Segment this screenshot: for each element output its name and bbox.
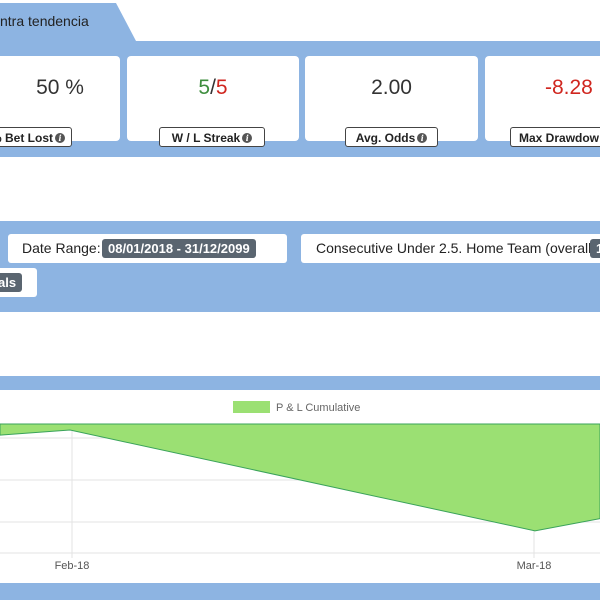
chart-panel-band: P & L Cumulative Feb-18 Mar-18 bbox=[0, 376, 600, 600]
loss-streak: 5 bbox=[215, 76, 228, 99]
stat-card-max-drawdown: -8.28 Max Drawdow bbox=[485, 56, 600, 147]
third-filter-chip: als bbox=[0, 273, 23, 292]
bet-lost-label: % Bet Lost bbox=[0, 131, 54, 145]
streak-separator: / bbox=[210, 76, 216, 99]
max-drawdown-badge[interactable]: Max Drawdow bbox=[510, 127, 600, 147]
consecutive-label: Consecutive Under 2.5. Home Team (overal… bbox=[316, 240, 600, 256]
wl-streak-badge[interactable]: W / L Streak i bbox=[159, 127, 265, 147]
wl-streak-value: 5/5 bbox=[127, 76, 299, 100]
pl-cumulative-area bbox=[0, 423, 600, 532]
info-circle-icon[interactable]: i bbox=[242, 133, 253, 143]
info-circle-icon[interactable]: i bbox=[55, 133, 66, 143]
stat-card-wl-streak: 5/5 W / L Streak i bbox=[127, 56, 299, 147]
win-streak: 5 bbox=[198, 76, 211, 99]
info-circle-icon[interactable]: i bbox=[417, 133, 428, 143]
legend-swatch bbox=[233, 401, 270, 413]
consecutive-chip: 1 bbox=[590, 239, 600, 258]
wl-streak-label: W / L Streak bbox=[171, 131, 241, 145]
stat-card-avg-odds: 2.00 Avg. Odds i bbox=[305, 56, 478, 147]
filters-panel: Date Range: 08/01/2018 - 31/12/2099 Cons… bbox=[0, 221, 600, 312]
consecutive-filter[interactable]: Consecutive Under 2.5. Home Team (overal… bbox=[301, 234, 600, 263]
x-tick-label: Mar-18 bbox=[517, 560, 552, 572]
max-drawdown-value: -8.28 bbox=[545, 76, 593, 99]
x-tick-label: Feb-18 bbox=[55, 560, 90, 572]
avg-odds-badge[interactable]: Avg. Odds i bbox=[345, 127, 438, 147]
strategy-tab-label: ntra tendencia bbox=[0, 13, 89, 29]
strategy-tab[interactable] bbox=[0, 3, 136, 41]
third-filter[interactable]: als bbox=[0, 268, 37, 297]
date-range-label: Date Range: bbox=[22, 240, 101, 256]
date-range-filter[interactable]: Date Range: 08/01/2018 - 31/12/2099 bbox=[8, 234, 287, 263]
legend-label: P & L Cumulative bbox=[276, 402, 360, 414]
pl-chart-svg: P & L Cumulative Feb-18 Mar-18 bbox=[0, 401, 600, 572]
date-range-chip: 08/01/2018 - 31/12/2099 bbox=[102, 239, 256, 258]
pl-chart: P & L Cumulative Feb-18 Mar-18 bbox=[0, 390, 600, 583]
max-drawdown-label: Max Drawdow bbox=[519, 131, 600, 145]
avg-odds-value: 2.00 bbox=[371, 76, 412, 99]
bet-lost-value: 50 % bbox=[36, 76, 84, 99]
avg-odds-label: Avg. Odds bbox=[355, 131, 416, 145]
